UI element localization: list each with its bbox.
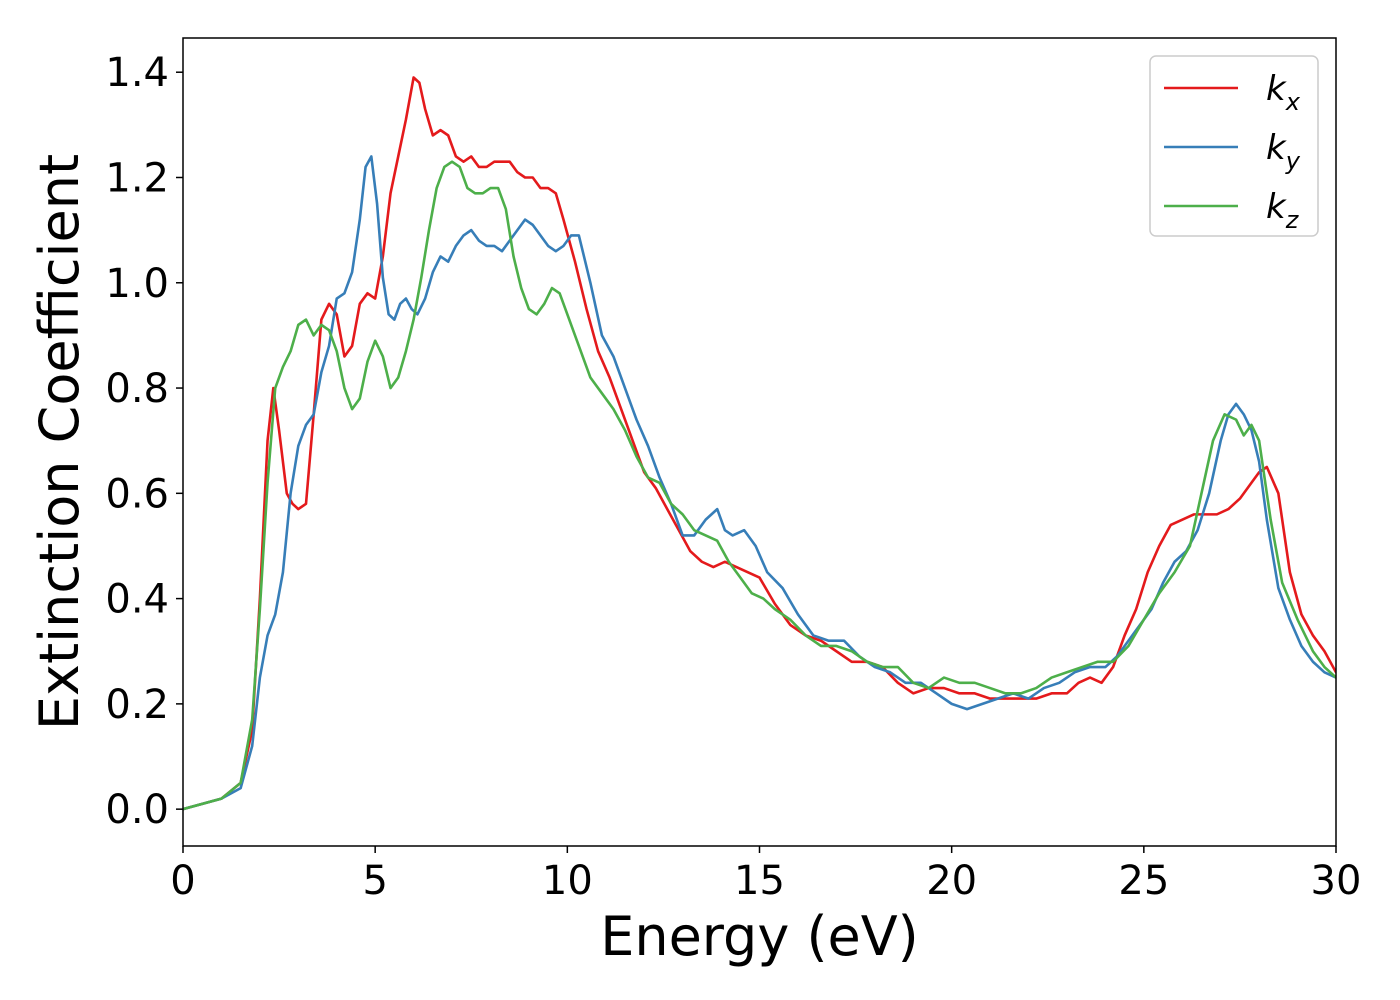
x-axis: 0 5 10 15 20 25 30 bbox=[170, 846, 1361, 904]
series-line-z bbox=[183, 160, 1336, 811]
y-axis: 0.0 0.2 0.4 0.6 0.8 1.0 1.2 1.4 bbox=[105, 50, 183, 833]
y-tick-label: 1.2 bbox=[105, 155, 169, 201]
legend-label-base: k bbox=[1266, 69, 1287, 109]
y-axis-label: Extinction Coefficient bbox=[28, 154, 91, 730]
y-tick-label: 0.4 bbox=[105, 577, 169, 623]
y-tick-label: 0.0 bbox=[105, 787, 169, 833]
x-tick-label: 10 bbox=[542, 858, 593, 904]
x-tick-label: 0 bbox=[170, 858, 195, 904]
x-tick-label: 25 bbox=[1118, 858, 1169, 904]
y-tick-label: 0.6 bbox=[105, 471, 169, 517]
x-tick-label: 30 bbox=[1311, 858, 1362, 904]
legend-label: kz bbox=[1266, 187, 1300, 234]
legend-label: kx bbox=[1266, 69, 1301, 116]
legend-item-z: kz bbox=[1164, 187, 1300, 234]
x-axis-label: Energy (eV) bbox=[600, 905, 919, 968]
x-tick-label: 15 bbox=[734, 858, 785, 904]
series-line-y bbox=[183, 155, 1336, 811]
legend-label: ky bbox=[1266, 128, 1301, 175]
legend-label-base: k bbox=[1266, 187, 1287, 227]
x-tick-label: 20 bbox=[926, 858, 977, 904]
legend-label-subscript: z bbox=[1285, 206, 1300, 234]
y-tick-label: 1.0 bbox=[105, 261, 169, 307]
legend-label-base: k bbox=[1266, 128, 1287, 168]
x-tick-label: 5 bbox=[362, 858, 387, 904]
series-layer bbox=[183, 76, 1336, 811]
y-tick-label: 0.2 bbox=[105, 682, 169, 728]
legend-item-y: ky bbox=[1164, 128, 1301, 175]
y-tick-label: 0.8 bbox=[105, 366, 169, 412]
series-line-x bbox=[183, 76, 1336, 811]
legend-item-x: kx bbox=[1164, 69, 1301, 116]
legend-label-subscript: x bbox=[1285, 88, 1301, 116]
legend-label-subscript: y bbox=[1285, 147, 1301, 175]
y-tick-label: 1.4 bbox=[105, 50, 169, 96]
